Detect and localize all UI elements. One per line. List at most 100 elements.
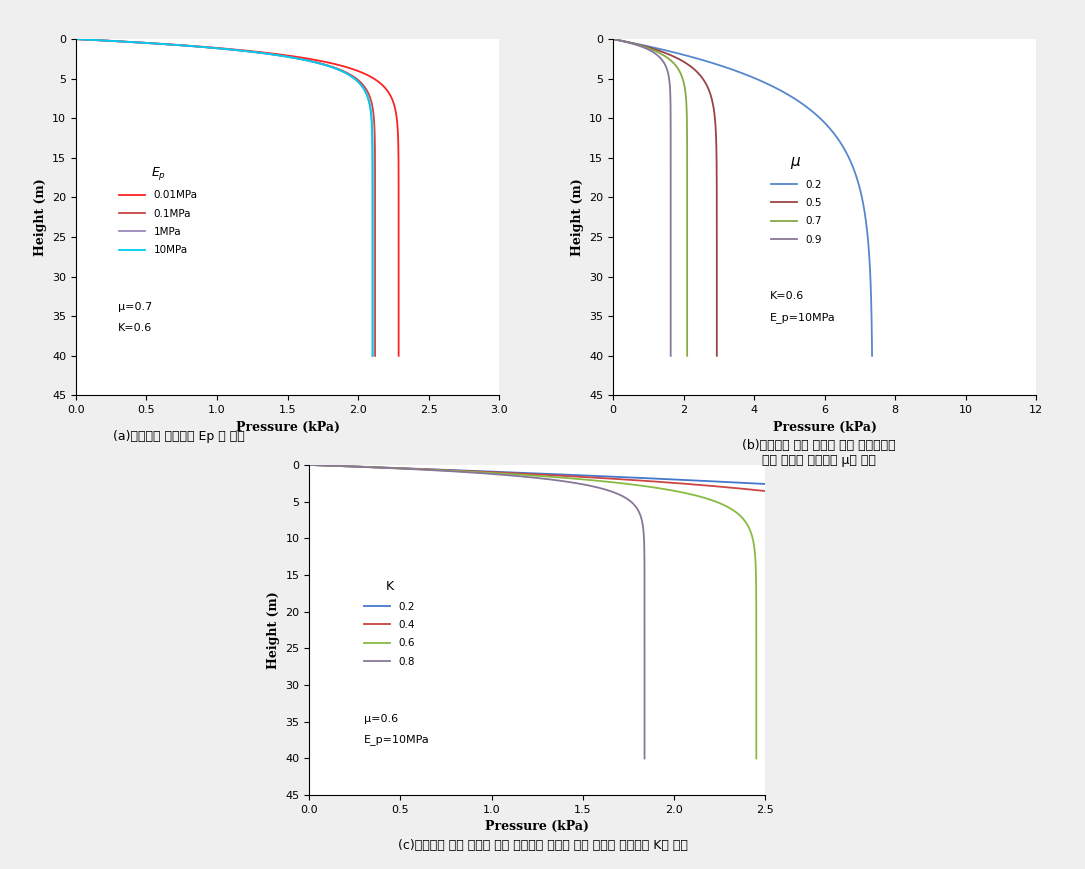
0.4: [303, 460, 316, 470]
0.6: [750, 602, 763, 613]
0.01MPa: [392, 342, 405, 352]
10MPa: [271, 50, 284, 61]
0.6: [750, 753, 763, 764]
0.01MPa: [392, 188, 405, 198]
10MPa: [366, 283, 379, 294]
0.2: [866, 350, 879, 361]
Text: (b)폼라이트 압력 분포에 대한 폼라이트와
내조 사이의 마찰계수 μ의 영향: (b)폼라이트 압력 분포에 대한 폼라이트와 내조 사이의 마찰계수 μ의 영…: [742, 439, 896, 467]
0.7: [680, 342, 693, 352]
1MPa: [367, 342, 380, 352]
0.7: [680, 342, 693, 352]
0.5: [607, 34, 620, 44]
0.1MPa: [369, 342, 382, 352]
0.2: [303, 460, 316, 470]
0.9: [664, 350, 677, 361]
Text: (c)폼라이트 압력 분포에 대한 폼라이트 수평과 수직 압력의 비레계수 K의 영향: (c)폼라이트 압력 분포에 대한 폼라이트 수평과 수직 압력의 비레계수 K…: [397, 839, 688, 852]
Y-axis label: Height (m): Height (m): [34, 178, 47, 256]
0.9: [664, 342, 677, 352]
0.9: [664, 188, 677, 198]
0.6: [750, 594, 763, 605]
0.7: [680, 188, 693, 198]
0.2: [679, 50, 692, 61]
0.8: [303, 460, 316, 470]
0.9: [664, 342, 677, 352]
0.2: [607, 34, 620, 44]
0.5: [664, 50, 677, 61]
0.6: [303, 460, 316, 470]
0.4: [624, 474, 637, 485]
0.8: [638, 745, 651, 755]
10MPa: [366, 180, 379, 190]
1MPa: [367, 180, 380, 190]
Text: E_p=10MPa: E_p=10MPa: [769, 313, 835, 323]
0.1MPa: [369, 342, 382, 352]
0.2: [854, 188, 867, 198]
Line: 0.01MPa: 0.01MPa: [76, 39, 398, 355]
0.4: [973, 753, 986, 764]
Y-axis label: Height (m): Height (m): [571, 178, 584, 256]
0.9: [664, 180, 677, 190]
0.1MPa: [69, 34, 82, 44]
1MPa: [69, 34, 82, 44]
0.6: [750, 745, 763, 755]
0.8: [638, 691, 651, 701]
0.4: [972, 602, 985, 613]
0.01MPa: [392, 342, 405, 352]
0.7: [680, 350, 693, 361]
0.8: [638, 602, 651, 613]
0.01MPa: [392, 180, 405, 190]
0.2: [676, 474, 689, 485]
Text: μ=0.6: μ=0.6: [363, 714, 398, 725]
0.7: [607, 34, 620, 44]
0.7: [658, 50, 671, 61]
0.8: [547, 474, 560, 485]
0.7: [680, 283, 693, 294]
0.5: [711, 342, 724, 352]
0.7: [680, 180, 693, 190]
1MPa: [271, 50, 284, 61]
Legend: 0.2, 0.4, 0.6, 0.8: 0.2, 0.4, 0.6, 0.8: [360, 576, 419, 671]
0.2: [865, 283, 878, 294]
10MPa: [69, 34, 82, 44]
X-axis label: Pressure (kPa): Pressure (kPa): [235, 421, 340, 434]
10MPa: [366, 188, 379, 198]
Line: 0.9: 0.9: [613, 39, 671, 355]
0.5: [711, 350, 724, 361]
0.2: [866, 342, 879, 352]
Line: 0.6: 0.6: [309, 465, 756, 759]
0.9: [664, 283, 677, 294]
0.1MPa: [369, 283, 382, 294]
Legend: 0.01MPa, 0.1MPa, 1MPa, 10MPa: 0.01MPa, 0.1MPa, 1MPa, 10MPa: [115, 161, 202, 260]
10MPa: [366, 342, 379, 352]
0.1MPa: [369, 188, 382, 198]
Legend: 0.2, 0.5, 0.7, 0.9: 0.2, 0.5, 0.7, 0.9: [766, 150, 826, 249]
0.8: [638, 753, 651, 764]
0.4: [971, 594, 984, 605]
0.8: [638, 745, 651, 755]
0.1MPa: [369, 180, 382, 190]
Line: 10MPa: 10MPa: [76, 39, 372, 355]
0.5: [711, 283, 724, 294]
0.01MPa: [279, 50, 292, 61]
1MPa: [367, 350, 380, 361]
0.9: [607, 34, 620, 44]
Line: 0.5: 0.5: [613, 39, 717, 355]
X-axis label: Pressure (kPa): Pressure (kPa): [485, 820, 589, 833]
Line: 0.1MPa: 0.1MPa: [76, 39, 375, 355]
0.4: [973, 745, 986, 755]
0.8: [638, 594, 651, 605]
10MPa: [366, 342, 379, 352]
1MPa: [367, 283, 380, 294]
Text: K=0.6: K=0.6: [118, 323, 153, 334]
Text: E_p=10MPa: E_p=10MPa: [363, 734, 430, 746]
0.01MPa: [392, 283, 405, 294]
1MPa: [367, 342, 380, 352]
Text: K=0.6: K=0.6: [769, 291, 804, 302]
Line: 0.2: 0.2: [309, 465, 1085, 759]
0.6: [750, 745, 763, 755]
Line: 1MPa: 1MPa: [76, 39, 373, 355]
0.01MPa: [392, 350, 405, 361]
Text: μ=0.7: μ=0.7: [118, 302, 153, 312]
X-axis label: Pressure (kPa): Pressure (kPa): [773, 421, 877, 434]
0.2: [866, 342, 879, 352]
